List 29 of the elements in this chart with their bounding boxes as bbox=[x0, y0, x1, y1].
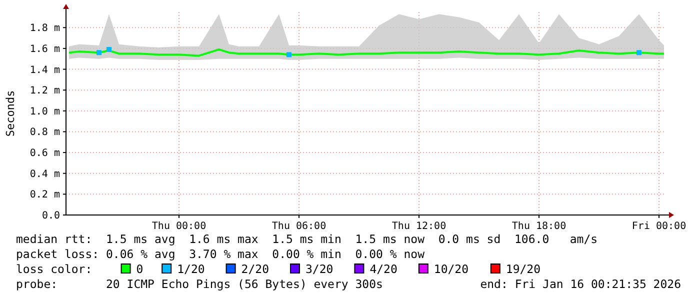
y-tick-label: 1.4 m bbox=[30, 64, 60, 76]
text: median rtt: 1.5 ms avg 1.6 ms max 1.5 ms min 1.5 ms now 0.0 ms sd 106.0 am/s bbox=[16, 232, 598, 246]
y-tick-label: 0.4 m bbox=[30, 168, 60, 180]
legend-label: 2/20 bbox=[241, 262, 270, 276]
y-tick-label: 0.8 m bbox=[30, 127, 60, 138]
text: packet loss: 0.06 % avg 3.70 % max 0.00 % min 0.00 % now bbox=[16, 247, 425, 261]
y-tick-label: 0.2 m bbox=[30, 190, 60, 201]
legend-label: 3/20 bbox=[306, 262, 334, 276]
legend-title: loss color: bbox=[16, 262, 92, 276]
text: probe: 20 ICMP Echo Pings (56 Bytes) every 300s bbox=[16, 277, 383, 291]
legend-label: 10/20 bbox=[434, 262, 469, 276]
legend-label: 19/20 bbox=[506, 262, 541, 276]
x-tick-label: Thu 12:00 bbox=[392, 221, 446, 232]
legend-label: 1/20 bbox=[177, 262, 205, 276]
text: end: Fri Jan 16 00:21:35 2026 bbox=[480, 277, 682, 291]
legend-label: 4/20 bbox=[370, 262, 398, 276]
x-tick-label: Thu 06:00 bbox=[272, 221, 326, 232]
y-tick-label: 1.6 m bbox=[30, 44, 60, 55]
y-tick-label: 0.6 m bbox=[30, 148, 60, 160]
y-tick-label: 1.2 m bbox=[30, 86, 60, 97]
y-tick-label: 1.0 m bbox=[30, 106, 60, 118]
x-tick-label: Thu 00:00 bbox=[152, 221, 206, 232]
line-series bbox=[68, 48, 665, 57]
x-tick-label: Thu 18:00 bbox=[512, 221, 566, 232]
y-axis-title: Seconds bbox=[4, 90, 17, 137]
legend-label: 0 bbox=[136, 262, 144, 276]
y-tick-label: 0.0 bbox=[42, 210, 60, 222]
y-tick-label: 1.8 m bbox=[30, 23, 60, 34]
x-tick-label: Fri 00:00 bbox=[632, 221, 686, 232]
